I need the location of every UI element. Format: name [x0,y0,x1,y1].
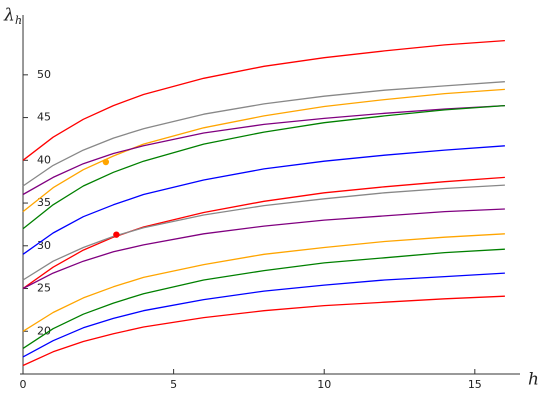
y-axis-label: λ [3,6,15,26]
line [22,184,505,281]
y-tick-label: 50 [37,68,51,81]
x-tick-label: 10 [317,378,331,391]
point [102,158,110,166]
line [22,233,505,332]
y-tick-label: 25 [37,282,51,295]
x-axis-label: h [528,370,539,390]
y-tick-label: 35 [37,196,51,209]
line [22,104,505,196]
y-tick-label: 20 [37,324,51,337]
line [22,88,505,213]
line [22,272,505,358]
line [22,248,505,349]
y-tick-label: 45 [37,111,51,124]
x-tick-label: 5 [170,378,177,391]
line [22,295,505,367]
y-axis-label-subscript: h [15,14,22,27]
y-tick-label: 30 [37,239,51,252]
line [22,104,505,230]
y-tick-label: 40 [37,153,51,166]
x-tick-label: 15 [468,378,482,391]
line [22,208,505,290]
x-tick-label: 0 [20,378,27,391]
line [22,39,505,161]
line [22,145,505,255]
point [113,231,120,238]
line [22,176,505,290]
line [22,81,505,187]
